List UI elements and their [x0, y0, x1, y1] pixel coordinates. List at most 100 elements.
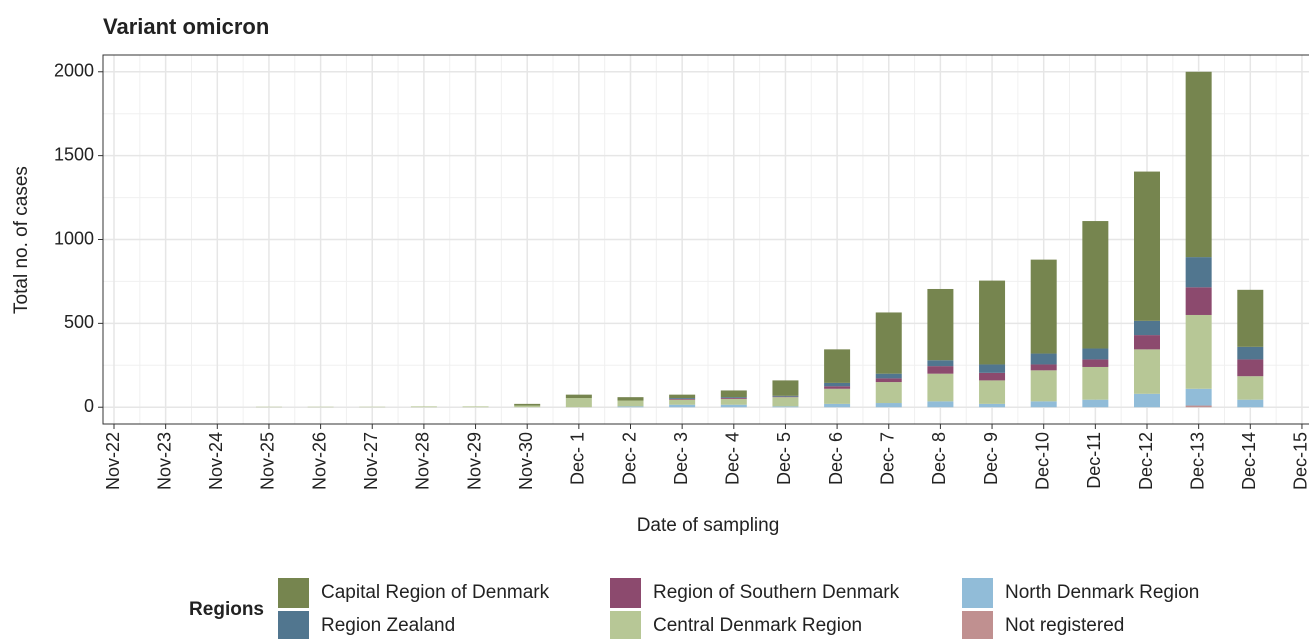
legend-label: Not registered — [1005, 615, 1124, 636]
y-tick-label: 2000 — [54, 61, 94, 81]
bar-segment — [875, 403, 902, 408]
bar-segment — [1185, 287, 1212, 315]
y-tick-label: 0 — [84, 396, 94, 416]
x-tick-label: Dec- 4 — [723, 432, 743, 485]
plot-border — [102, 54, 1309, 425]
bar-segment — [1185, 405, 1212, 408]
bar-segment — [669, 399, 696, 405]
legend-label: Region of Southern Denmark — [653, 582, 900, 603]
bar-segment — [824, 403, 851, 408]
x-tick-label: Dec- 5 — [774, 432, 794, 485]
bar-segment — [824, 349, 851, 383]
legend-key — [962, 611, 993, 639]
x-tick-label: Dec- 1 — [568, 432, 588, 485]
bar-segment — [669, 404, 696, 408]
bar-segment — [1030, 370, 1057, 402]
bar-segment — [1185, 388, 1212, 406]
x-tick-label: Nov-28 — [413, 432, 433, 490]
bar-segment — [720, 397, 747, 399]
bar-segment — [1185, 314, 1212, 389]
x-tick-label: Nov-23 — [154, 432, 174, 490]
bar-segment — [720, 398, 747, 399]
legend-key — [610, 578, 641, 608]
x-tick-label: Dec-14 — [1239, 432, 1259, 490]
bar-segment — [927, 401, 954, 408]
bar-segment — [1237, 376, 1264, 400]
bar-segment — [1134, 393, 1160, 408]
bar-segment — [1082, 359, 1109, 367]
bar-segment — [772, 396, 799, 398]
legend-title: Regions — [189, 599, 264, 620]
x-tick-label: Dec-10 — [1032, 432, 1052, 490]
bar-segment — [565, 398, 592, 408]
bar-segment — [669, 394, 696, 399]
bar-segment — [1185, 257, 1212, 288]
bar-segment — [824, 382, 851, 387]
y-axis-label: Total no. of cases — [11, 166, 32, 314]
legend-label: North Denmark Region — [1005, 582, 1199, 603]
bar-segment — [927, 366, 954, 374]
bar-segment — [1134, 349, 1160, 394]
x-tick-label: Dec- 2 — [619, 432, 639, 485]
x-tick-label: Nov-30 — [516, 432, 536, 490]
bar-segment — [1030, 401, 1057, 408]
bar-segment — [875, 373, 902, 379]
bar-segment — [979, 380, 1006, 404]
legend-label: Capital Region of Denmark — [321, 582, 550, 603]
x-tick-label: Dec- 3 — [671, 432, 691, 485]
x-tick-label: Dec-13 — [1187, 432, 1207, 490]
bar-segment — [772, 406, 799, 408]
bar-segment — [772, 395, 799, 397]
bar-segment — [979, 403, 1006, 408]
bar-segment — [1134, 320, 1160, 336]
bar-segment — [1082, 348, 1109, 360]
bar-segment — [1134, 335, 1160, 350]
x-tick-label: Dec- 6 — [826, 432, 846, 485]
bar-segment — [565, 394, 592, 399]
bar-segment — [720, 404, 747, 408]
bar-segment — [617, 397, 644, 401]
legend-key — [962, 578, 993, 608]
legend-key — [278, 611, 309, 639]
bar-segment — [359, 406, 386, 408]
bar-segment — [1082, 366, 1109, 400]
bar-segment — [979, 280, 1006, 365]
bar-segment — [669, 398, 696, 400]
x-tick-label: Dec- 8 — [929, 432, 949, 485]
bar-segment — [617, 406, 644, 408]
bar-segment — [927, 360, 954, 367]
legend-label: Region Zealand — [321, 615, 455, 636]
x-tick-label: Dec- 7 — [878, 432, 898, 485]
bar-segment — [875, 382, 902, 404]
x-tick-label: Nov-27 — [361, 432, 381, 490]
legend-key — [610, 611, 641, 639]
bar-segment — [255, 406, 282, 408]
bar-segment — [1237, 289, 1264, 347]
bar-segment — [617, 400, 644, 407]
bar-segment — [979, 364, 1006, 373]
bar-segment — [1082, 221, 1109, 349]
bar-segment — [1237, 359, 1264, 377]
bar-segment — [462, 406, 489, 408]
x-tick-label: Dec-11 — [1084, 432, 1104, 489]
x-axis-label: Date of sampling — [637, 515, 780, 536]
x-tick-label: Nov-22 — [103, 432, 123, 490]
legend-label: Central Denmark Region — [653, 615, 862, 636]
x-tick-label: Nov-26 — [309, 432, 329, 490]
bar-segment — [875, 312, 902, 374]
bar-segment — [927, 373, 954, 402]
bar-segment — [410, 406, 437, 408]
bar-segment — [772, 380, 799, 396]
bar-segment — [772, 397, 799, 407]
bar-segment — [720, 398, 747, 405]
x-tick-label: Dec-15 — [1291, 432, 1309, 490]
x-tick-label: Nov-29 — [464, 432, 484, 490]
bar-segment — [875, 378, 902, 383]
x-tick-label: Nov-25 — [258, 432, 278, 490]
x-tick-label: Nov-24 — [206, 432, 226, 490]
bar-segment — [514, 403, 541, 406]
chart-title: Variant omicron — [103, 14, 269, 39]
bar-segment — [1237, 346, 1264, 360]
bar-segment — [1185, 71, 1212, 258]
